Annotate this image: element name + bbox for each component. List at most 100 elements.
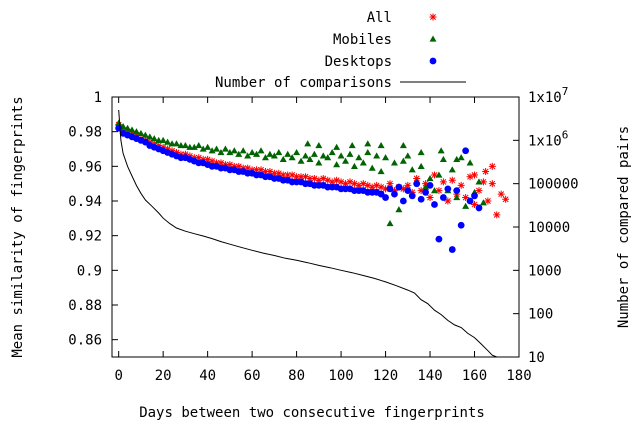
mobiles-point — [244, 152, 252, 159]
all-point — [479, 178, 487, 186]
y-tick-label: 0.94 — [68, 194, 102, 210]
mobiles-point — [348, 142, 356, 149]
mobiles-point — [333, 161, 341, 168]
mobiles-point — [270, 152, 278, 159]
x-axis-label: Days between two consecutive fingerprint… — [139, 405, 485, 421]
mobiles-point — [275, 148, 283, 156]
all-point — [373, 181, 381, 189]
mobiles-point — [253, 150, 261, 157]
all-point — [368, 183, 376, 191]
mobiles-point — [430, 187, 438, 194]
mobiles-point — [437, 147, 445, 154]
y-tick-label: 0.98 — [68, 125, 102, 141]
mobiles-point — [293, 148, 301, 156]
mobiles-point — [417, 162, 425, 169]
mobiles-point — [199, 145, 207, 152]
desktops-point — [457, 221, 465, 229]
all-point — [435, 187, 443, 195]
x-tick-label: 60 — [244, 368, 261, 384]
mobiles-point — [284, 150, 292, 157]
all-point — [471, 200, 479, 208]
all-point — [390, 187, 398, 195]
all-point — [439, 178, 447, 186]
all-point — [342, 180, 350, 188]
series-desktops — [115, 124, 483, 253]
all-point — [279, 171, 287, 179]
mobiles-point — [213, 145, 221, 152]
mobiles-point — [457, 154, 465, 161]
mobiles-point — [386, 220, 394, 227]
all-point — [346, 178, 354, 186]
desktops-point — [115, 124, 123, 132]
desktops-point — [431, 201, 438, 208]
all-point — [293, 173, 301, 181]
y-tick-label: 0.92 — [68, 229, 102, 245]
all-point — [239, 164, 247, 172]
mobiles-point — [181, 142, 189, 149]
mobiles-point — [248, 148, 256, 156]
all-point — [270, 169, 278, 177]
y-axis-label: Mean similarity of fingerprints — [10, 96, 26, 357]
y-tick-label: 0.96 — [68, 159, 102, 175]
all-point — [306, 174, 314, 182]
y2-tick-label: 100 — [528, 307, 553, 323]
all-point — [324, 176, 332, 184]
y-tick-label: 0.88 — [68, 298, 102, 314]
series-mobiles — [115, 119, 487, 227]
all-point — [213, 159, 221, 167]
mobiles-point — [399, 157, 407, 164]
mobiles-point — [159, 136, 167, 143]
all-point — [190, 154, 198, 162]
all-point — [146, 138, 154, 146]
mobiles-point — [333, 143, 341, 150]
all-point — [119, 126, 127, 134]
y2-tick-label: 100000 — [528, 177, 579, 193]
x-tick-label: 40 — [199, 368, 216, 384]
y2-axis-label: Number of compared pairs — [616, 126, 632, 328]
mobiles-point — [408, 166, 416, 173]
all-point — [502, 195, 510, 203]
mobiles-point — [239, 147, 247, 154]
all-point — [208, 157, 216, 165]
mobiles-point — [462, 202, 470, 209]
mobiles-point — [426, 174, 434, 182]
mobiles-point — [337, 152, 345, 159]
all-point — [204, 155, 212, 163]
y2-tick-label: 10 — [528, 350, 545, 366]
x-tick-label: 160 — [462, 368, 487, 384]
all-point — [333, 176, 341, 184]
legend-label: Desktops — [325, 54, 392, 70]
desktops-point — [408, 192, 416, 200]
x-tick-label: 180 — [506, 368, 531, 384]
all-point — [297, 173, 305, 181]
mobiles-point — [324, 154, 332, 161]
series-layer — [115, 109, 510, 358]
mobiles-point — [279, 155, 287, 163]
all-point — [462, 194, 470, 202]
all-point — [475, 187, 483, 195]
mobiles-point — [235, 150, 243, 157]
mobiles-point — [230, 147, 238, 154]
all-point — [235, 162, 243, 170]
desktops-point — [404, 187, 412, 195]
y2-tick-label: 1x106 — [528, 128, 568, 149]
all-point — [457, 181, 465, 189]
all-point — [497, 190, 505, 198]
mobiles-point — [128, 126, 136, 133]
desktops-point — [439, 194, 447, 201]
legend-marker — [429, 35, 437, 42]
desktops-point — [417, 195, 425, 203]
x-tick-label: 140 — [417, 368, 442, 384]
mobiles-point — [346, 150, 354, 157]
mobiles-point — [172, 140, 180, 147]
mobiles-point — [186, 143, 194, 150]
mobiles-point — [404, 152, 412, 159]
all-point — [248, 166, 256, 174]
mobiles-point — [368, 164, 376, 171]
desktops-point — [386, 185, 394, 193]
mobiles-point — [315, 159, 323, 166]
all-point — [488, 180, 496, 188]
mobiles-point — [390, 159, 398, 166]
all-point — [337, 178, 345, 186]
